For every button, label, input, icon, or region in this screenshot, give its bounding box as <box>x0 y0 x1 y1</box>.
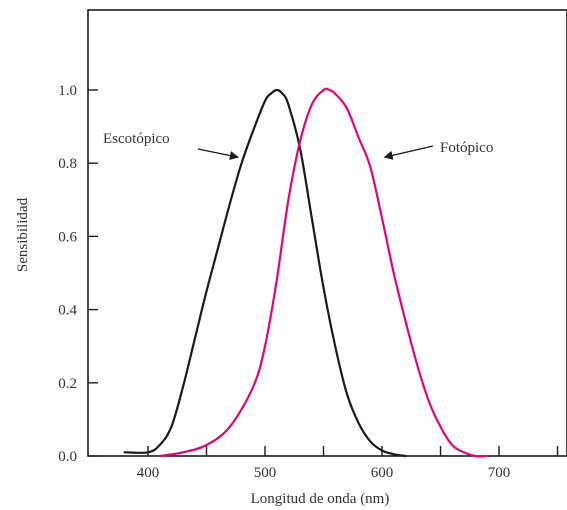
annotation-label: Escotópico <box>103 131 170 147</box>
y-tick-label: 0.4 <box>58 303 77 319</box>
series-line-fotopico <box>158 87 489 458</box>
x-tick-label: 600 <box>371 465 394 481</box>
x-tick-label: 500 <box>254 465 277 481</box>
x-tick-label: 700 <box>488 465 511 481</box>
plot-frame <box>87 9 567 457</box>
annotation-layer: Escotópico Fotópico <box>103 131 493 161</box>
series-layer <box>123 87 489 458</box>
annotation-arrow <box>197 148 239 161</box>
x-tick-label: 400 <box>137 465 160 481</box>
y-axis-title: Sensibilidad <box>15 197 31 272</box>
y-tick-label: 0.0 <box>58 449 77 465</box>
series-line-escotopico <box>123 88 407 458</box>
x-axis-title: Longitud de onda (nm) <box>251 491 390 507</box>
y-axis: 0.0 0.2 0.4 0.6 0.8 1.0 <box>58 83 98 465</box>
annotation-arrow <box>383 145 434 160</box>
annotation-label: Fotópico <box>440 140 493 156</box>
x-axis: 400 500 600 700 <box>137 446 559 481</box>
y-tick-label: 1.0 <box>58 83 77 99</box>
y-tick-label: 0.6 <box>58 229 77 245</box>
y-tick-label: 0.2 <box>58 376 77 392</box>
y-tick-label: 0.8 <box>58 156 77 172</box>
